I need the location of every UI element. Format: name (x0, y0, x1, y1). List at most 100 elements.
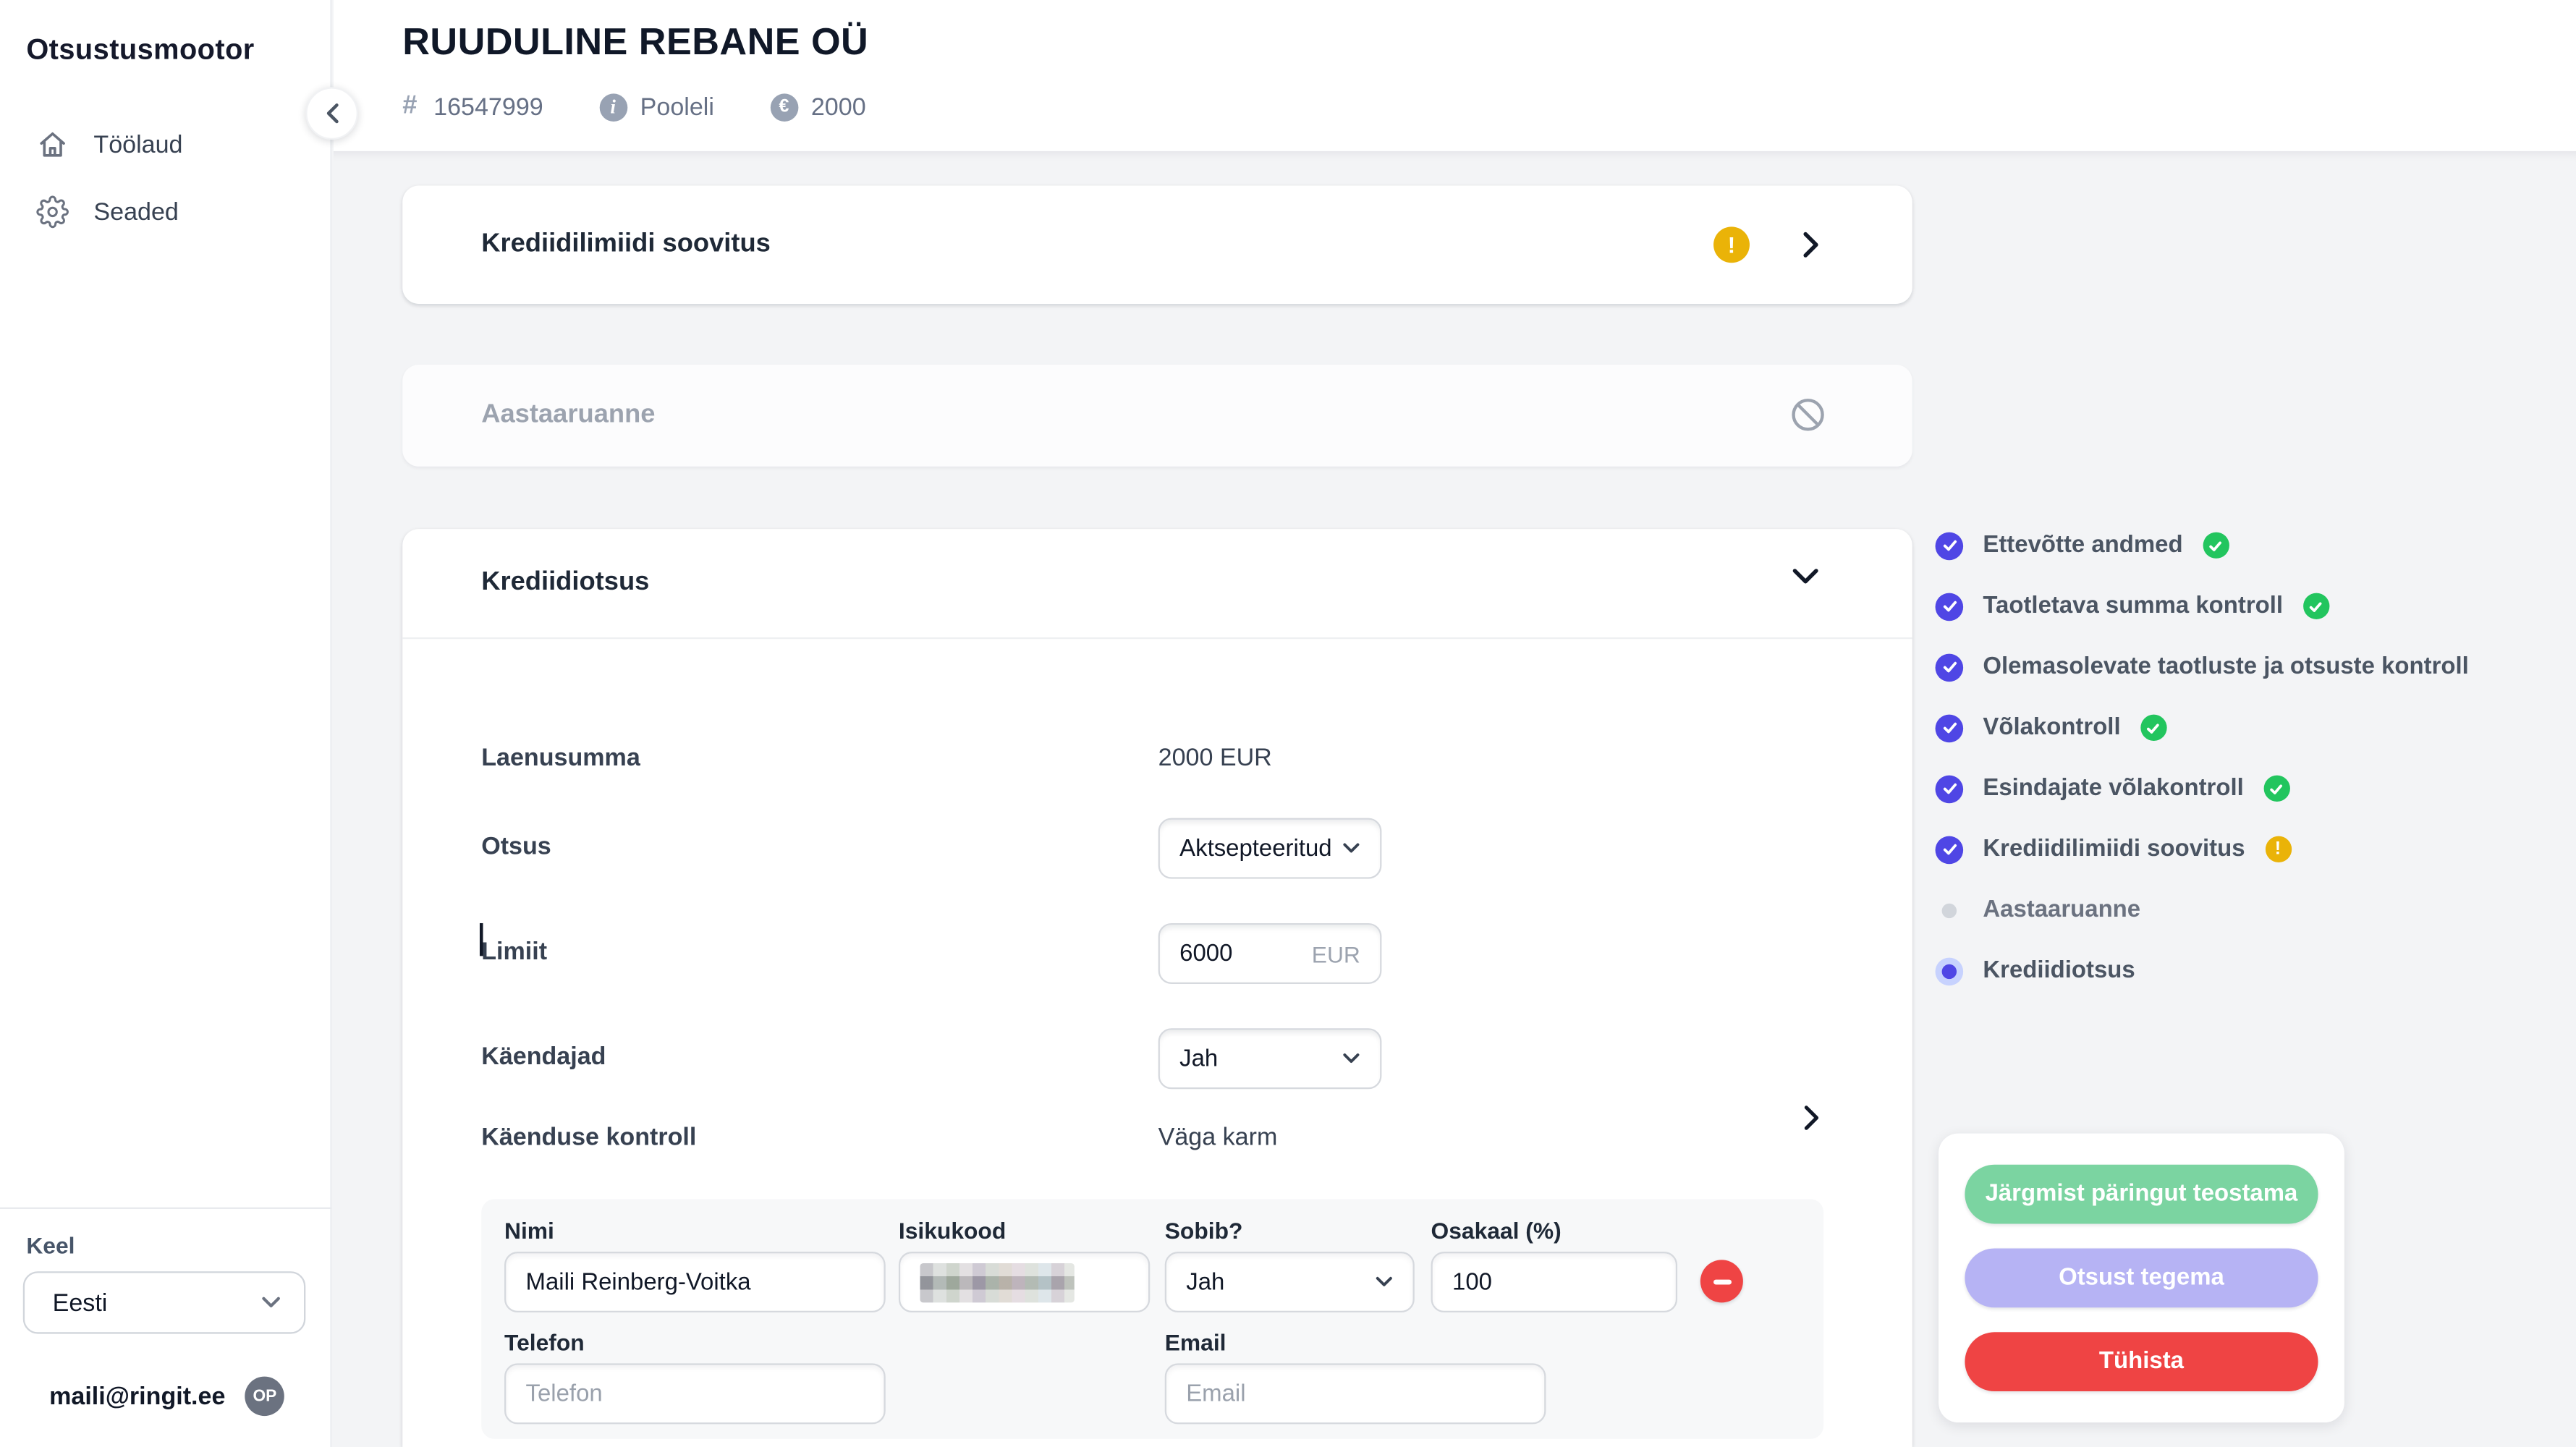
decision-select[interactable]: Aktsepteeritud (1158, 818, 1382, 879)
check-circle-icon (1935, 531, 1964, 560)
check-circle-icon (1935, 713, 1964, 742)
check-circle-icon (1935, 774, 1964, 803)
annual-report-card: Aastaaruanne (402, 365, 1912, 467)
success-badge-icon (2302, 593, 2329, 619)
check-circle-icon (1935, 592, 1964, 621)
home-icon (40, 132, 65, 157)
sidebar-divider (0, 1207, 332, 1210)
success-badge-icon (2140, 714, 2167, 741)
limit-value: 6000 (1179, 940, 1233, 967)
check-circle-icon (1935, 653, 1964, 682)
email-label: Email (1164, 1328, 1226, 1356)
id-code-label: Isikukood (898, 1217, 1007, 1244)
company-title: RUUDULINE REBANE OÜ (402, 20, 869, 63)
success-badge-icon (2263, 775, 2290, 802)
checklist-item-credit-limit-recommendation[interactable]: Krediidilimiidi soovitus ! (1935, 831, 2292, 867)
chevron-left-icon (326, 103, 338, 124)
checklist-item-debt-check[interactable]: Võlakontroll (1935, 710, 2167, 746)
avatar: OP (245, 1376, 285, 1417)
phone-label: Telefon (504, 1328, 585, 1356)
warning-icon: ! (1713, 226, 1750, 263)
user-account[interactable]: maili@ringit.ee OP (49, 1376, 285, 1417)
card-title: Krediidilimiidi soovitus (481, 229, 771, 258)
language-select[interactable]: Eesti (22, 1271, 306, 1334)
amount-value: 2000 (810, 93, 866, 121)
guarantors-label: Käendajad (481, 1043, 606, 1072)
sidebar: Otsustusmootor Töölaud Seaded Keel Eesti… (0, 0, 332, 1447)
guarantee-check-value: Väga karm (1158, 1123, 1278, 1152)
minus-icon (1712, 1278, 1731, 1284)
guarantor-share-input[interactable] (1431, 1252, 1678, 1313)
warning-badge-icon: ! (2264, 836, 2292, 862)
loan-amount-value: 2000 EUR (1158, 744, 1272, 773)
decision-label: Otsus (481, 833, 551, 861)
limit-input[interactable]: 6000 EUR (1158, 922, 1382, 984)
chevron-down-icon (1791, 565, 1821, 595)
checklist-item-credit-decision[interactable]: Krediidiotsus (1935, 953, 2135, 989)
guarantor-panel: Nimi Isikukood Sobib? Osakaal (%) Jah Te… (481, 1199, 1824, 1439)
limit-unit: EUR (1311, 940, 1360, 967)
card-title: Aastaaruanne (481, 400, 656, 429)
guarantors-value: Jah (1179, 1045, 1219, 1072)
active-dot-icon (1935, 956, 1964, 985)
user-email: maili@ringit.ee (49, 1382, 226, 1411)
chevron-right-icon[interactable] (1802, 1104, 1821, 1140)
guarantor-id-code-input[interactable] (898, 1252, 1151, 1313)
credit-decision-card: Krediidiotsus Laenusumma 2000 EUR Otsus … (402, 529, 1912, 1447)
sidebar-item-dashboard[interactable]: Töölaud (0, 116, 332, 172)
guarantor-name-input[interactable] (504, 1252, 886, 1313)
chevron-down-icon (1343, 1053, 1360, 1064)
checklist-label: Krediidilimiidi soovitus (1983, 836, 2245, 862)
guarantee-check-label: Käenduse kontroll (481, 1123, 697, 1152)
checklist-label: Võlakontroll (1983, 714, 2121, 741)
checklist-item-amount-check[interactable]: Taotletava summa kontroll (1935, 588, 2329, 624)
hash-icon: # (402, 92, 418, 120)
checklist-item-existing-applications[interactable]: Olemasolevate taotluste ja otsuste kontr… (1935, 649, 2469, 685)
guarantor-phone-input[interactable] (504, 1363, 886, 1425)
sidebar-collapse-button[interactable] (305, 87, 358, 140)
checklist-label: Taotletava summa kontroll (1983, 593, 2284, 619)
sidebar-item-label: Seaded (93, 198, 179, 226)
checklist-item-annual-report[interactable]: Aastaaruanne (1936, 892, 2141, 928)
text-caret (479, 922, 483, 956)
chevron-right-icon (1792, 226, 1829, 263)
sidebar-item-settings[interactable]: Seaded (0, 184, 332, 239)
limit-label: Limiit (481, 938, 548, 966)
cancel-button[interactable]: Tühista (1965, 1332, 2318, 1392)
credit-limit-recommendation-card[interactable]: Krediidilimiidi soovitus ! (402, 185, 1912, 305)
remove-guarantor-button[interactable] (1700, 1260, 1743, 1303)
guarantors-select[interactable]: Jah (1158, 1028, 1382, 1090)
check-circle-icon (1935, 835, 1964, 864)
euro-icon: € (770, 93, 798, 121)
credit-decision-header[interactable]: Krediidiotsus (402, 529, 1912, 637)
app-brand: Otsustusmootor (26, 33, 255, 66)
guarantor-fits-select[interactable]: Jah (1164, 1252, 1415, 1313)
redacted-id-code (920, 1262, 1075, 1302)
info-icon: i (598, 93, 627, 121)
checklist-label: Ettevõtte andmed (1983, 532, 2183, 559)
make-decision-button[interactable]: Otsust tegema (1965, 1248, 2318, 1308)
action-panel: Järgmist päringut teostama Otsust tegema… (1939, 1133, 2344, 1423)
content-area: Krediidilimiidi soovitus ! Aastaaruanne … (333, 150, 2576, 1447)
guarantor-email-input[interactable] (1164, 1363, 1546, 1425)
loan-amount-label: Laenusumma (481, 744, 640, 773)
company-meta: # 16547999 i Pooleli € 2000 (402, 92, 866, 122)
name-label: Nimi (504, 1217, 554, 1244)
checklist-item-representatives-debt-check[interactable]: Esindajate võlakontroll (1935, 771, 2290, 807)
pending-dot-icon (1936, 896, 1964, 925)
next-query-button[interactable]: Järgmist päringut teostama (1965, 1164, 2318, 1224)
divider (402, 637, 1912, 640)
fits-label: Sobib? (1164, 1217, 1243, 1244)
success-badge-icon (2202, 532, 2229, 559)
ban-icon (1789, 396, 1826, 442)
language-value: Eesti (52, 1289, 108, 1317)
checklist-label: Aastaaruanne (1983, 896, 2141, 923)
page-header: RUUDULINE REBANE OÜ # 16547999 i Pooleli… (333, 0, 2576, 151)
checklist-label: Krediidiotsus (1983, 957, 2135, 984)
status-badge: Pooleli (640, 93, 714, 121)
checklist-item-company-data[interactable]: Ettevõtte andmed (1935, 527, 2229, 564)
share-label: Osakaal (%) (1431, 1217, 1562, 1244)
chevron-down-icon (1376, 1276, 1392, 1286)
fits-value: Jah (1186, 1268, 1225, 1296)
language-label: Keel (26, 1231, 75, 1259)
